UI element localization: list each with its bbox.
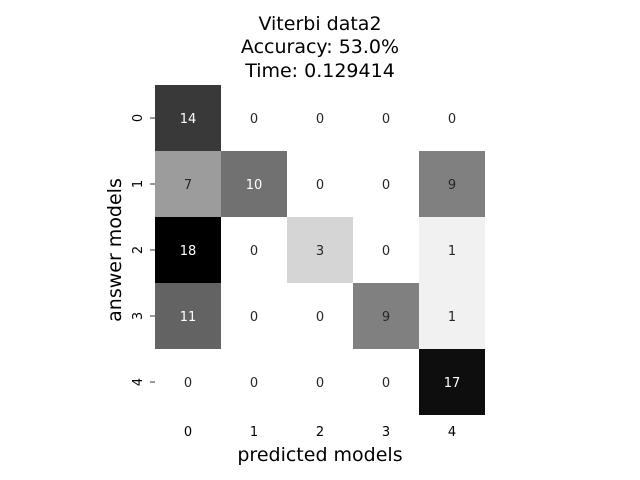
cell-value-label: 0 (382, 376, 390, 391)
cell-value-label: 10 (246, 178, 263, 193)
y-axis-label: answer models (104, 178, 126, 322)
heatmap-cell (353, 283, 419, 349)
y-tick-label: 3 (131, 312, 146, 320)
x-axis-label: predicted models (237, 444, 402, 466)
cell-value-label: 1 (448, 310, 456, 325)
cell-value-label: 14 (180, 112, 197, 127)
y-tick-label: 1 (131, 180, 146, 188)
heatmap-cell (287, 217, 353, 283)
chart-title: Viterbi data2 Accuracy: 53.0% Time: 0.12… (241, 13, 399, 82)
cell-value-label: 0 (250, 244, 258, 259)
heatmap-cell (419, 283, 485, 349)
cell-value-label: 0 (316, 310, 324, 325)
cell-value-label: 0 (316, 376, 324, 391)
heatmap-cells: 14 0 0 0 07 10 0 0 918 0 3 0 111 0 0 9 10 0 0 0 17 (155, 85, 485, 415)
heatmap-cell (419, 151, 485, 217)
y-axis-ticks: 0 1 2 3 4 (131, 114, 155, 386)
cell-value-label: 3 (316, 244, 324, 259)
cell-value-label: 0 (250, 376, 258, 391)
cell-value-label: 9 (448, 178, 456, 193)
cell-value-label: 18 (180, 244, 197, 259)
cell-value-label: 0 (250, 310, 258, 325)
cell-value-label: 0 (250, 112, 258, 127)
heatmap-cell (419, 217, 485, 283)
cell-value-label: 0 (184, 376, 192, 391)
x-tick-label: 1 (250, 425, 258, 440)
cell-value-label: 0 (382, 244, 390, 259)
heatmap-cell (155, 283, 221, 349)
cell-value-label: 9 (382, 310, 390, 325)
x-tick-label: 4 (448, 425, 456, 440)
cell-value-label: 1 (448, 244, 456, 259)
chart-title-line: Viterbi data2 (258, 13, 381, 35)
cell-value-label: 11 (180, 310, 197, 325)
chart-title-line: Accuracy: 53.0% (241, 36, 399, 58)
x-tick-label: 3 (382, 425, 390, 440)
chart-title-line: Time: 0.129414 (244, 60, 395, 82)
cell-value-label: 0 (316, 178, 324, 193)
cell-value-label: 17 (444, 376, 461, 391)
cell-value-label: 7 (184, 178, 192, 193)
heatmap-cell (155, 217, 221, 283)
y-tick-label: 0 (131, 114, 146, 122)
x-axis-ticks: 0 1 2 3 4 (184, 425, 456, 440)
cell-value-label: 0 (382, 112, 390, 127)
cell-value-label: 0 (448, 112, 456, 127)
cell-value-label: 0 (382, 178, 390, 193)
heatmap-cell (155, 85, 221, 151)
x-tick-label: 0 (184, 425, 192, 440)
heatmap-cell (419, 349, 485, 415)
y-tick-label: 2 (131, 246, 146, 254)
heatmap-cell (221, 151, 287, 217)
heatmap-cell (155, 151, 221, 217)
y-tick-label: 4 (131, 378, 146, 386)
x-tick-label: 2 (316, 425, 324, 440)
cell-value-label: 0 (316, 112, 324, 127)
